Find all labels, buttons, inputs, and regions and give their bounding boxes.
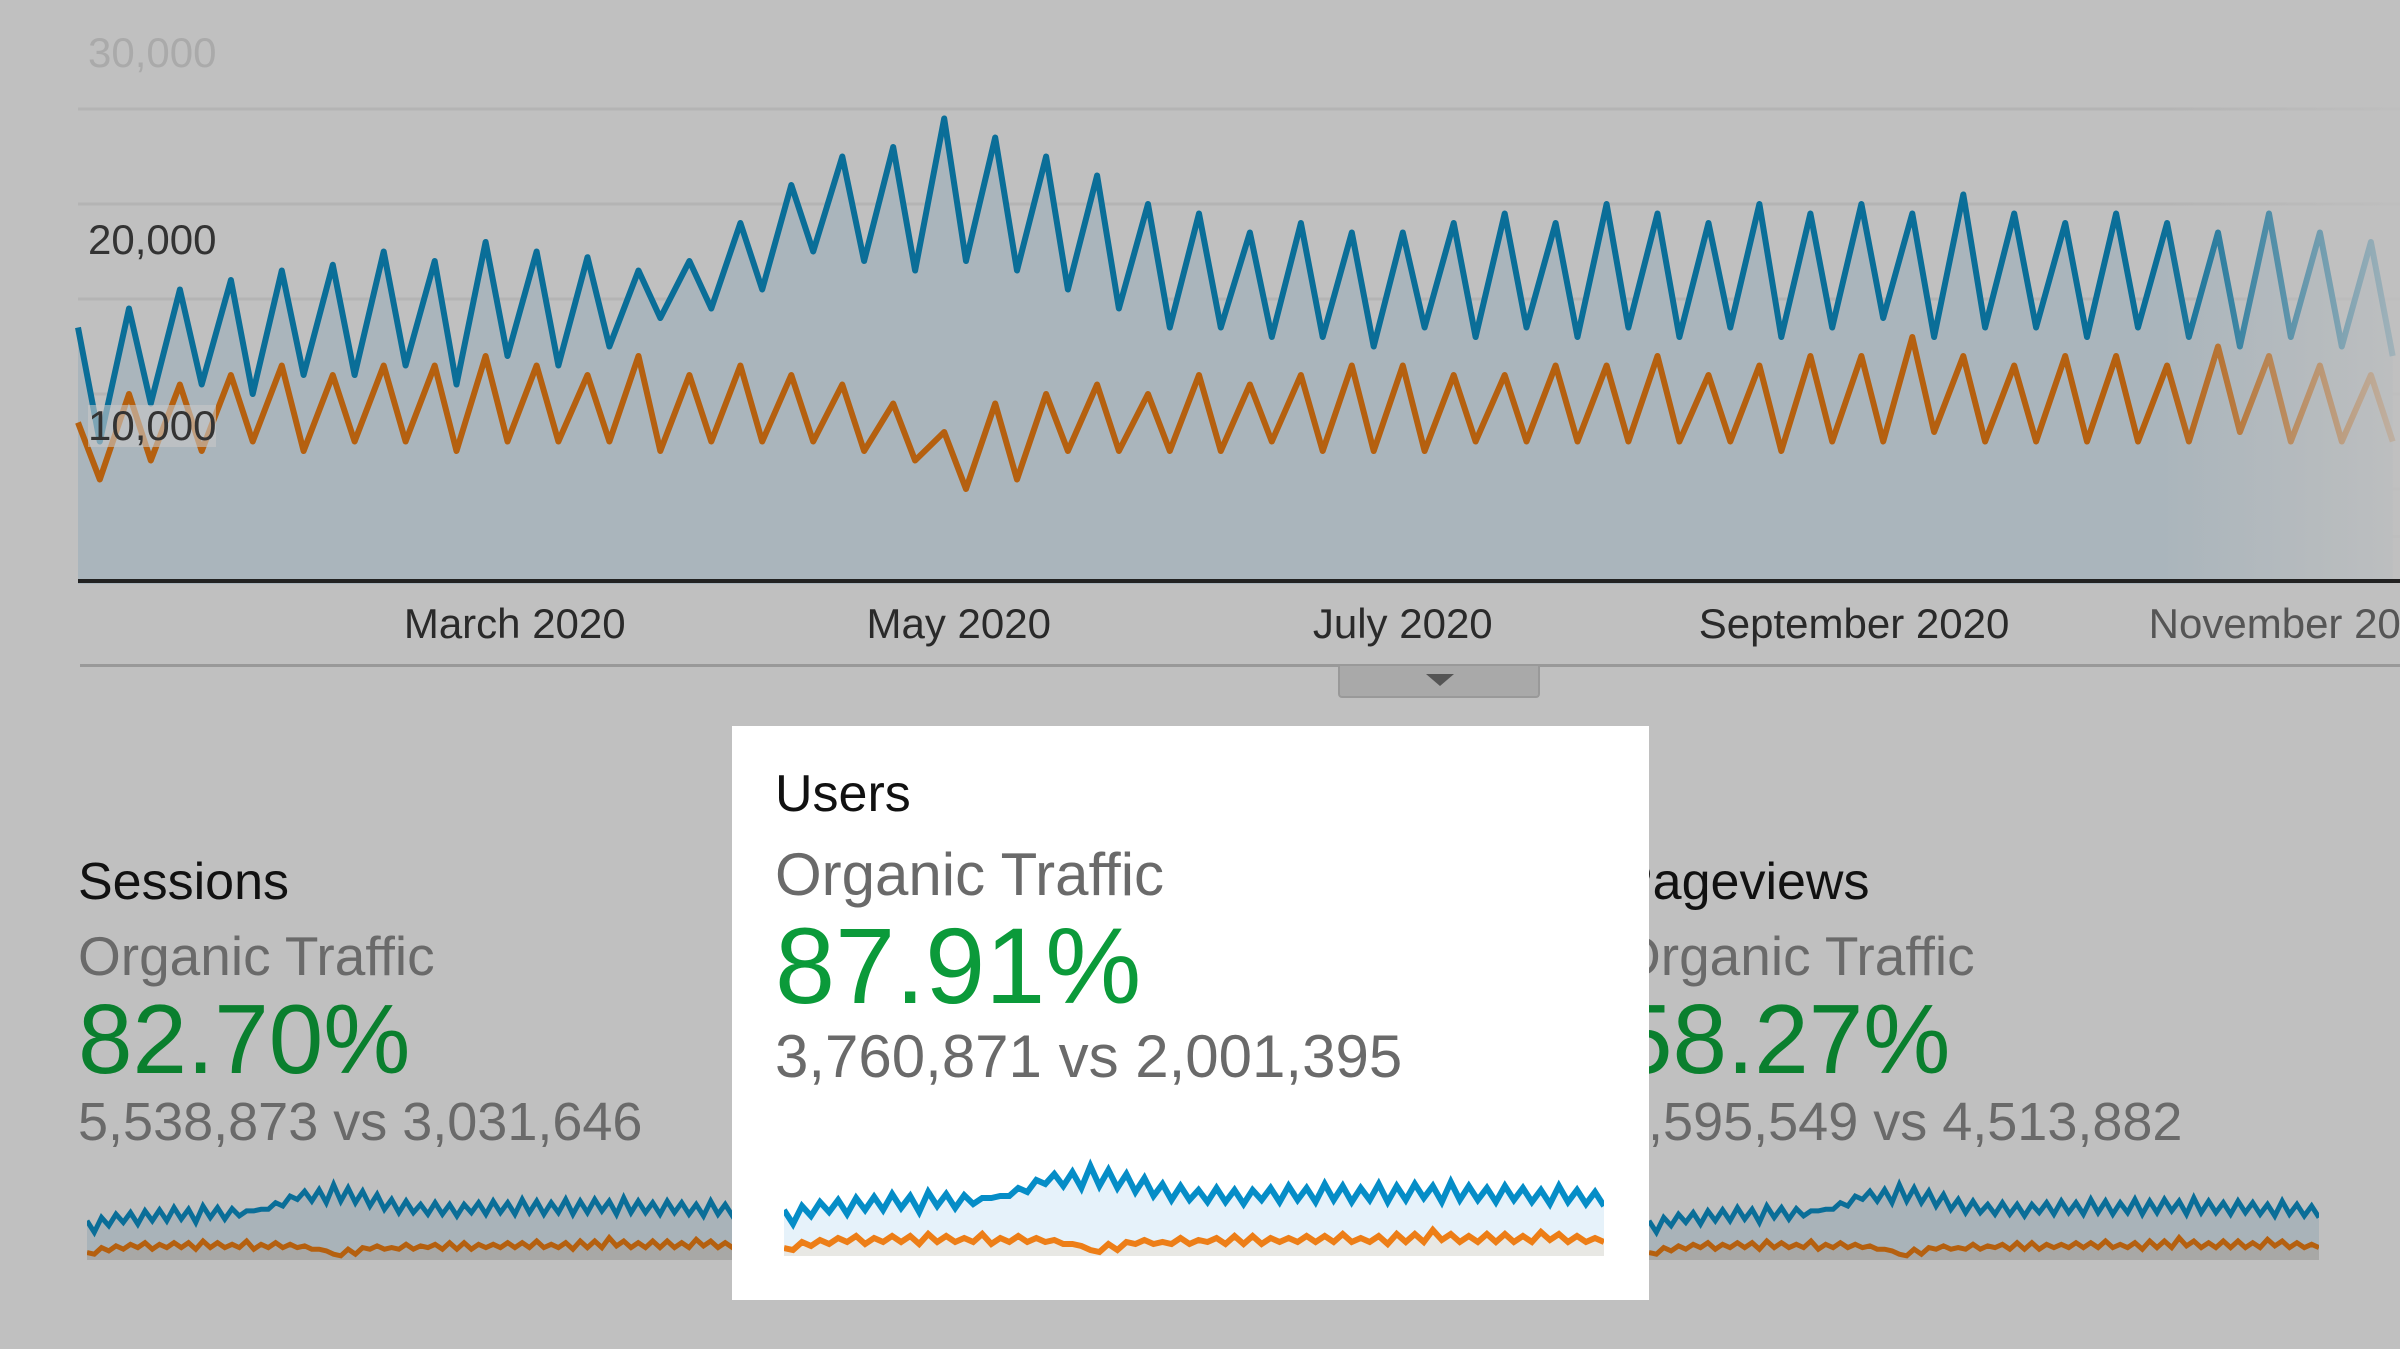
spark-current-line bbox=[784, 1158, 1604, 1231]
spark-previous-line bbox=[1649, 1233, 2319, 1259]
sessions-sparkline bbox=[87, 1178, 747, 1260]
spark-current-line bbox=[1649, 1178, 2319, 1238]
users-sparkline bbox=[784, 1158, 1604, 1256]
x-tick-label: March 2020 bbox=[403, 600, 626, 647]
card-segment: Organic Traffic bbox=[78, 925, 435, 987]
spark-current-line bbox=[87, 1178, 747, 1238]
card-values: 5,538,873 vs 3,031,646 bbox=[78, 1091, 643, 1152]
caret-down-icon bbox=[1426, 674, 1454, 686]
card-title: Pageviews bbox=[1618, 853, 1870, 911]
spark-previous-line bbox=[87, 1233, 747, 1259]
y-tick-label: 10,000 bbox=[88, 402, 217, 449]
y-tick-label: 30,000 bbox=[88, 29, 217, 76]
card-title: Sessions bbox=[78, 853, 289, 911]
card-change: 82.70% bbox=[78, 984, 411, 1094]
card-values: 3,760,871 vs 2,001,395 bbox=[775, 1023, 1403, 1091]
main-line-chart bbox=[0, 0, 2400, 600]
x-tick-label: November 2020 bbox=[2148, 600, 2400, 647]
fade-overlay bbox=[0, 0, 2400, 600]
x-tick-label: July 2020 bbox=[1312, 600, 1493, 647]
card-segment: Organic Traffic bbox=[1618, 925, 1975, 987]
card-segment: Organic Traffic bbox=[775, 841, 1165, 908]
pageviews-card[interactable]: Pageviews Organic Traffic 58.27% 7,595,5… bbox=[1618, 852, 2182, 1153]
pageviews-sparkline bbox=[1649, 1178, 2319, 1260]
expand-chart-tab[interactable] bbox=[1338, 666, 1540, 698]
card-change: 58.27% bbox=[1618, 984, 1951, 1094]
card-values: 7,595,549 vs 4,513,882 bbox=[1618, 1091, 2183, 1152]
y-tick-label: 20,000 bbox=[88, 216, 217, 263]
card-change: 87.91% bbox=[775, 905, 1142, 1026]
x-tick-label: May 2020 bbox=[866, 600, 1051, 647]
card-title: Users bbox=[775, 765, 911, 823]
x-tick-label: September 2020 bbox=[1698, 600, 2010, 647]
sessions-card[interactable]: Sessions Organic Traffic 82.70% 5,538,87… bbox=[78, 852, 642, 1153]
spark-previous-line bbox=[784, 1225, 1604, 1256]
chart-divider bbox=[80, 664, 2400, 667]
users-card[interactable]: Users Organic Traffic 87.91% 3,760,871 v… bbox=[732, 726, 1649, 1300]
